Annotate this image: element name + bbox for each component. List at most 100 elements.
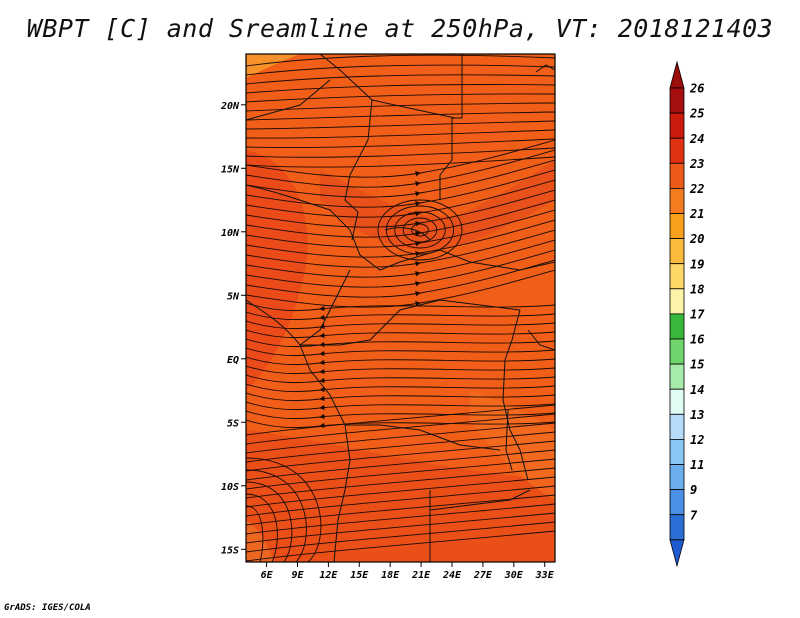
- lon-tick-label: 18E: [381, 570, 400, 581]
- lon-tick-label: 21E: [411, 570, 431, 581]
- streamline-vortex: [402, 217, 438, 243]
- colorbar-label: 16: [690, 333, 704, 347]
- streamline: [246, 111, 555, 121]
- lat-tick-label: 5N: [227, 291, 240, 302]
- colorbar-swatch: [669, 338, 685, 365]
- colorbar-label: 7: [690, 508, 698, 522]
- streamline: [246, 199, 555, 238]
- coast-red-sea: [535, 64, 555, 73]
- streamline: [246, 311, 555, 321]
- streamline: [246, 120, 555, 130]
- streamline: [246, 320, 555, 330]
- lat-tick-label: EQ: [227, 355, 239, 366]
- colorbar-swatch: [669, 313, 685, 340]
- colorbar-swatch: [669, 238, 685, 265]
- streamline: [246, 229, 555, 268]
- streamline: [246, 169, 555, 208]
- border-car-drc: [300, 299, 521, 346]
- coast-lake-victoria: [527, 329, 555, 351]
- colorbar-swatch: [669, 137, 685, 164]
- streamline: [246, 530, 555, 562]
- streamline: [246, 503, 555, 535]
- border-niger-chad: [319, 54, 373, 241]
- lon-tick-label: 6E: [261, 570, 274, 581]
- streamline: [246, 209, 555, 248]
- lat-tick-label: 15S: [221, 545, 239, 556]
- chart-title: WBPT [C] and Sreamline at 250hPa, VT: 20…: [26, 14, 774, 43]
- lat-tick-label: 10S: [221, 482, 239, 493]
- colorbar-label: 26: [689, 82, 704, 96]
- streamline: [246, 159, 555, 198]
- streamline: [246, 302, 555, 312]
- streamline: [246, 347, 555, 357]
- colorbar-swatch: [669, 213, 685, 240]
- colorbar-label: 24: [689, 132, 704, 146]
- streamline: [246, 476, 555, 508]
- colorbar-arrow-top: [669, 60, 685, 89]
- colorbar-label: 15: [690, 358, 704, 372]
- streamline: [246, 485, 555, 517]
- lat-tick-label: 5S: [227, 418, 239, 429]
- colorbar-arrow-bottom: [669, 539, 685, 568]
- border-angola-drc: [345, 424, 501, 451]
- streamline: [246, 149, 555, 188]
- colorbar-swatch: [669, 112, 685, 139]
- streamline: [246, 410, 555, 420]
- colorbar-swatch: [669, 187, 685, 214]
- streamlines: [246, 54, 555, 562]
- colorbar-label: 25: [689, 107, 704, 121]
- border-cameroon: [299, 269, 351, 346]
- colorbar-swatch: [669, 162, 685, 189]
- colorbar-swatch: [669, 514, 685, 541]
- streamline-vortex: [394, 211, 446, 249]
- streamline: [246, 493, 278, 562]
- lon-tick-label: 24E: [442, 570, 462, 581]
- colorbar-swatch: [669, 413, 685, 440]
- colorbar-label: 11: [690, 458, 704, 472]
- latitude-axis: 20N 15N 10N 5N EQ 5S 10S 15S: [220, 101, 246, 556]
- colorbar-swatch: [669, 288, 685, 315]
- lon-tick-label: 27E: [473, 570, 493, 581]
- longitude-axis: 6E 9E 12E 15E 18E 21E 24E 27E 30E 33E: [261, 562, 555, 581]
- colorbar-label: 23: [689, 157, 704, 171]
- lon-tick-label: 15E: [350, 570, 369, 581]
- colorbar-swatch: [669, 464, 685, 491]
- border-libya-sudan: [439, 54, 463, 200]
- streamline: [246, 147, 555, 158]
- colorbar-swatch: [669, 388, 685, 415]
- coast-west: [246, 299, 351, 562]
- streamline: [246, 440, 555, 472]
- streamline: [246, 431, 555, 463]
- plot-frame: [245, 53, 556, 563]
- border-sahel: [246, 184, 555, 271]
- streamline: [246, 458, 555, 490]
- streamline-vortex: [411, 223, 429, 237]
- streamline: [246, 505, 264, 562]
- colorbar-label: 17: [690, 307, 705, 321]
- lon-tick-label: 33E: [535, 570, 555, 581]
- lat-tick-label: 20N: [220, 101, 240, 112]
- streamline: [246, 139, 555, 178]
- colorbar-label: 19: [690, 257, 704, 271]
- colorbar-swatch: [669, 363, 685, 390]
- streamline: [246, 356, 555, 366]
- colorbar-label: 18: [690, 282, 704, 296]
- streamline: [246, 392, 555, 402]
- border-chad-car: [384, 227, 431, 241]
- lon-tick-label: 12E: [319, 570, 338, 581]
- streamline: [246, 249, 555, 288]
- streamline: [246, 404, 555, 436]
- coast-lake-tanganyika: [505, 409, 513, 471]
- borders: [246, 54, 555, 562]
- colorbar-label: 9: [690, 483, 697, 497]
- border-zambia-zim: [429, 489, 531, 511]
- colorbar-swatch: [669, 263, 685, 290]
- colorbar-label: 14: [690, 383, 704, 397]
- lat-tick-label: 10N: [221, 228, 240, 239]
- streamline: [246, 469, 307, 562]
- credit-label: GrADS: IGES/COLA: [4, 603, 91, 613]
- lat-tick-label: 15N: [221, 164, 240, 175]
- border-drc-east: [502, 309, 529, 481]
- colorbar-label: 21: [689, 207, 704, 221]
